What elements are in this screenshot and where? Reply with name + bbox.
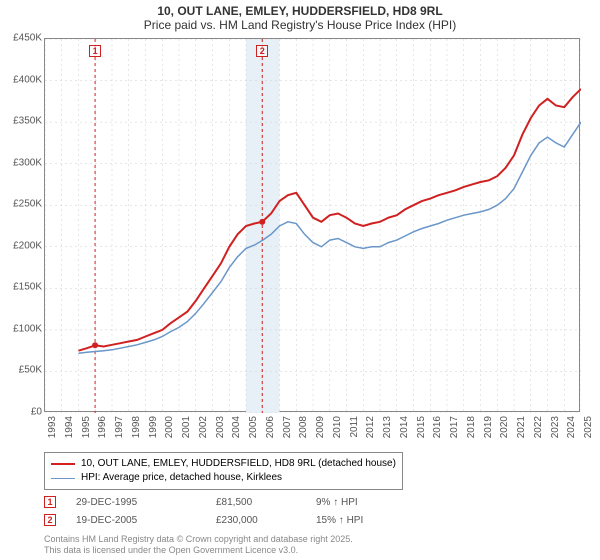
x-tick-label: 1996 (97, 416, 108, 438)
x-tick-label: 2006 (265, 416, 276, 438)
title-line-2: Price paid vs. HM Land Registry's House … (0, 18, 600, 32)
legend-row-hpi: HPI: Average price, detached house, Kirk… (51, 471, 396, 485)
sale-marker-1: 1 (44, 496, 56, 508)
x-tick-label: 2025 (583, 416, 594, 438)
x-tick-label: 2023 (550, 416, 561, 438)
x-tick-label: 2019 (483, 416, 494, 438)
sale-date-1: 29-DEC-1995 (76, 497, 196, 508)
arrow-up-icon: ↑ (333, 497, 338, 508)
x-tick-label: 2010 (332, 416, 343, 438)
chart-svg (45, 39, 581, 413)
y-tick-label: £250K (13, 199, 42, 210)
y-tick-label: £450K (13, 33, 42, 44)
legend: 10, OUT LANE, EMLEY, HUDDERSFIELD, HD8 9… (44, 452, 403, 490)
sale-pct-2: 15% ↑ HPI (316, 515, 406, 526)
x-tick-label: 2024 (566, 416, 577, 438)
footer-line-1: Contains HM Land Registry data © Crown c… (44, 534, 353, 545)
chart-container: 10, OUT LANE, EMLEY, HUDDERSFIELD, HD8 9… (0, 0, 600, 560)
x-tick-label: 2007 (282, 416, 293, 438)
x-tick-label: 2000 (164, 416, 175, 438)
legend-label-hpi: HPI: Average price, detached house, Kirk… (81, 471, 282, 485)
footer-line-2: This data is licensed under the Open Gov… (44, 545, 353, 556)
plot-area: 12 (44, 38, 580, 412)
x-tick-label: 2022 (533, 416, 544, 438)
legend-swatch-price-paid (51, 463, 75, 465)
footer: Contains HM Land Registry data © Crown c… (44, 534, 353, 556)
x-tick-label: 2004 (231, 416, 242, 438)
x-tick-label: 2005 (248, 416, 259, 438)
y-tick-label: £50K (19, 365, 42, 376)
sale-pct-1: 9% ↑ HPI (316, 497, 406, 508)
x-tick-label: 2009 (315, 416, 326, 438)
x-tick-label: 2015 (416, 416, 427, 438)
x-tick-label: 1994 (64, 416, 75, 438)
x-tick-label: 2018 (466, 416, 477, 438)
x-tick-label: 1998 (131, 416, 142, 438)
chart-sale-marker: 2 (256, 45, 268, 57)
x-tick-label: 2002 (198, 416, 209, 438)
x-tick-label: 2001 (181, 416, 192, 438)
y-tick-label: £400K (13, 74, 42, 85)
title-block: 10, OUT LANE, EMLEY, HUDDERSFIELD, HD8 9… (0, 0, 600, 34)
x-tick-label: 2020 (499, 416, 510, 438)
sale-price-2: £230,000 (216, 515, 296, 526)
legend-row-price-paid: 10, OUT LANE, EMLEY, HUDDERSFIELD, HD8 9… (51, 457, 396, 471)
x-tick-label: 1999 (148, 416, 159, 438)
x-tick-label: 2013 (382, 416, 393, 438)
x-tick-label: 1997 (114, 416, 125, 438)
y-tick-label: £200K (13, 240, 42, 251)
sale-date-2: 19-DEC-2005 (76, 515, 196, 526)
title-line-1: 10, OUT LANE, EMLEY, HUDDERSFIELD, HD8 9… (0, 4, 600, 18)
x-tick-label: 1993 (47, 416, 58, 438)
y-tick-label: £300K (13, 157, 42, 168)
legend-swatch-hpi (51, 478, 75, 479)
sale-marker-2: 2 (44, 514, 56, 526)
chart-sale-marker: 1 (89, 45, 101, 57)
sale-row-2: 2 19-DEC-2005 £230,000 15% ↑ HPI (44, 514, 406, 526)
y-tick-label: £150K (13, 282, 42, 293)
x-tick-label: 2016 (432, 416, 443, 438)
y-tick-label: £0 (31, 407, 42, 418)
x-tick-label: 2003 (215, 416, 226, 438)
y-tick-label: £350K (13, 116, 42, 127)
x-tick-label: 2017 (449, 416, 460, 438)
sale-row-1: 1 29-DEC-1995 £81,500 9% ↑ HPI (44, 496, 406, 508)
x-tick-label: 2014 (399, 416, 410, 438)
x-tick-label: 1995 (81, 416, 92, 438)
x-tick-label: 2021 (516, 416, 527, 438)
x-tick-label: 2012 (365, 416, 376, 438)
y-tick-label: £100K (13, 323, 42, 334)
x-tick-label: 2008 (298, 416, 309, 438)
legend-label-price-paid: 10, OUT LANE, EMLEY, HUDDERSFIELD, HD8 9… (81, 457, 396, 471)
arrow-up-icon: ↑ (339, 515, 344, 526)
x-tick-label: 2011 (349, 416, 360, 438)
sale-price-1: £81,500 (216, 497, 296, 508)
